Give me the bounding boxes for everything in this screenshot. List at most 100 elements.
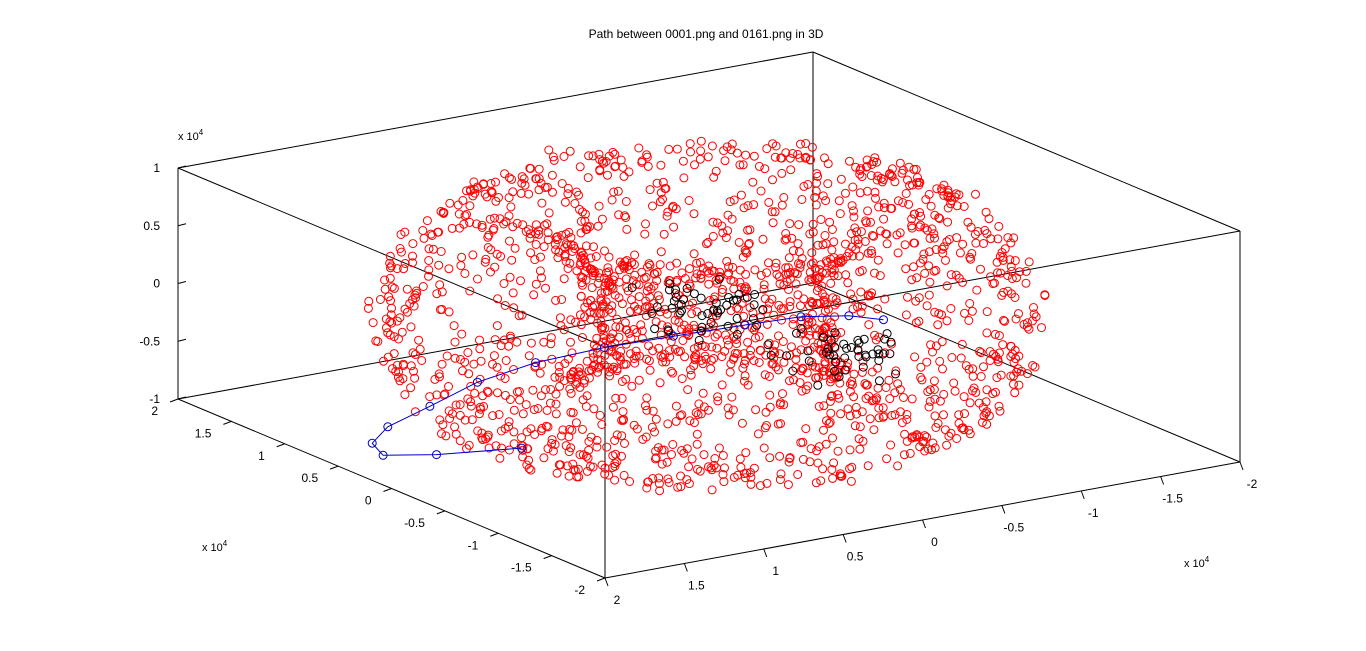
black-point [804, 356, 814, 366]
red-point [500, 301, 510, 310]
red-point [534, 226, 543, 236]
red-point [684, 462, 694, 472]
red-point [762, 319, 772, 329]
red-point [791, 363, 801, 373]
red-point [885, 170, 894, 179]
red-point [793, 470, 803, 479]
red-point [425, 392, 435, 402]
red-point [720, 156, 730, 166]
red-point [971, 387, 981, 397]
red-point [619, 359, 629, 369]
black-point [766, 350, 776, 360]
red-point [774, 331, 783, 341]
red-point [887, 172, 897, 181]
red-point [632, 424, 642, 434]
red-point [852, 409, 861, 419]
red-point [794, 259, 803, 268]
red-point [723, 226, 733, 236]
red-point [899, 393, 908, 402]
red-point [676, 482, 686, 492]
red-point [566, 315, 576, 325]
red-point [580, 216, 590, 226]
black-point [830, 366, 839, 376]
red-point [603, 263, 613, 273]
red-point [663, 419, 673, 429]
red-point [698, 263, 708, 273]
red-point [969, 383, 979, 393]
red-point [707, 485, 717, 495]
red-point [508, 288, 518, 298]
red-point [584, 437, 594, 446]
red-point [593, 367, 602, 377]
red-point [912, 431, 922, 441]
red-point [896, 407, 905, 417]
red-point [589, 242, 598, 252]
red-point [652, 178, 662, 188]
red-point [787, 233, 797, 243]
red-point [531, 240, 541, 249]
red-point [771, 262, 781, 272]
red-point [476, 404, 486, 414]
red-point [473, 183, 483, 193]
red-point [728, 405, 738, 415]
red-point [794, 220, 804, 230]
red-point [654, 295, 664, 305]
black-point [825, 350, 834, 360]
red-point [440, 389, 450, 399]
red-point [554, 247, 564, 257]
red-point [773, 365, 783, 375]
axis-edge [177, 282, 814, 400]
red-point [740, 284, 750, 293]
black-point [732, 295, 742, 305]
red-point [944, 431, 954, 441]
red-point [746, 479, 756, 489]
red-point [780, 235, 790, 245]
red-point [1006, 238, 1016, 248]
black-point [749, 300, 759, 310]
red-point [931, 245, 941, 254]
red-point [727, 392, 737, 402]
red-point [566, 388, 576, 398]
red-point [663, 207, 673, 217]
red-point [1003, 271, 1013, 280]
red-point [699, 450, 709, 460]
red-point [779, 193, 789, 202]
red-point [551, 389, 561, 399]
red-point [692, 258, 702, 268]
red-point [610, 461, 620, 471]
red-point [696, 273, 706, 283]
red-point [823, 159, 833, 169]
red-point [559, 152, 569, 161]
red-point [694, 399, 704, 409]
red-point [971, 238, 981, 248]
red-point [621, 213, 631, 222]
red-point [657, 445, 667, 455]
red-point [964, 364, 974, 374]
red-point [526, 248, 536, 258]
red-point [949, 378, 959, 388]
red-point [837, 471, 847, 481]
red-point [847, 380, 857, 390]
red-point [677, 410, 687, 420]
red-point [556, 460, 565, 470]
black-point [874, 376, 884, 386]
red-point [748, 177, 758, 187]
black-point [792, 328, 801, 338]
red-point [912, 273, 922, 283]
red-point [833, 446, 843, 456]
red-point [774, 272, 784, 282]
red-point [629, 260, 639, 269]
red-point [604, 470, 614, 480]
red-point [622, 282, 632, 292]
red-point [525, 233, 535, 243]
red-point [522, 427, 532, 437]
red-point [762, 421, 771, 430]
red-point [610, 436, 620, 445]
red-point [872, 157, 882, 167]
red-point [548, 187, 557, 197]
red-point [514, 387, 524, 396]
red-point [729, 353, 739, 363]
red-point [622, 224, 632, 234]
red-point [971, 189, 980, 199]
red-point [964, 425, 974, 435]
